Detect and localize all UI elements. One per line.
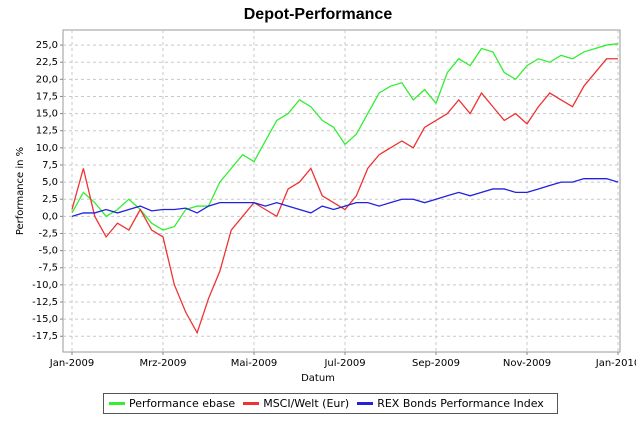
y-tick-label: -12,5 bbox=[32, 297, 58, 308]
legend-swatch bbox=[357, 402, 374, 405]
y-tick-label: 5,0 bbox=[42, 177, 58, 188]
y-tick-label: 10,0 bbox=[36, 143, 58, 154]
y-tick-label: -10,0 bbox=[32, 280, 58, 291]
y-tick-label: -2,5 bbox=[38, 228, 58, 239]
legend-swatch bbox=[109, 402, 125, 405]
x-tick-label: Jan-2009 bbox=[49, 358, 94, 369]
y-tick-label: 25,0 bbox=[36, 40, 58, 51]
legend: Performance ebase MSCI/Welt (Eur) REX Bond… bbox=[103, 393, 558, 414]
plot-area bbox=[62, 29, 621, 353]
y-tick-label: 15,0 bbox=[36, 109, 58, 120]
legend-label: MSCI/Welt (Eur) bbox=[263, 397, 350, 410]
legend-swatch bbox=[243, 402, 260, 405]
series-line bbox=[71, 178, 619, 217]
y-tick-label: -5,0 bbox=[38, 246, 58, 257]
legend-item: MSCI/Welt (Eur) bbox=[243, 397, 349, 410]
chart-title: Depot-Performance bbox=[244, 6, 393, 23]
x-tick-label: Sep-2009 bbox=[412, 358, 460, 369]
series-line bbox=[71, 43, 619, 231]
y-tick-label: 22,5 bbox=[36, 57, 58, 68]
legend-item: Performance ebase bbox=[109, 397, 235, 410]
y-axis-label: Performance in % bbox=[15, 147, 26, 235]
y-tick-label: 7,5 bbox=[42, 160, 58, 171]
legend-label: REX Bonds Performance Index bbox=[377, 397, 544, 410]
y-tick-label: 0,0 bbox=[42, 211, 58, 222]
y-tick-label: -17,5 bbox=[32, 331, 58, 342]
x-tick-label: Nov-2009 bbox=[503, 358, 551, 369]
x-tick-label: Mai-2009 bbox=[231, 358, 278, 369]
y-tick-label: 17,5 bbox=[36, 91, 58, 102]
x-axis-label: Datum bbox=[301, 373, 335, 384]
legend-label: Performance ebase bbox=[129, 397, 236, 410]
x-tick-label: Mrz-2009 bbox=[139, 358, 186, 369]
y-tick-label: -7,5 bbox=[38, 263, 58, 274]
y-tick-label: 2,5 bbox=[42, 194, 58, 205]
legend-item: REX Bonds Performance Index bbox=[357, 397, 544, 410]
y-tick-label: -15,0 bbox=[32, 314, 58, 325]
x-tick-label: Jul-2009 bbox=[323, 358, 365, 369]
y-tick-label: 20,0 bbox=[36, 74, 58, 85]
y-tick-label: 12,5 bbox=[36, 126, 58, 137]
series-line bbox=[71, 58, 618, 335]
x-tick-label: Jan-2010 bbox=[595, 358, 636, 369]
